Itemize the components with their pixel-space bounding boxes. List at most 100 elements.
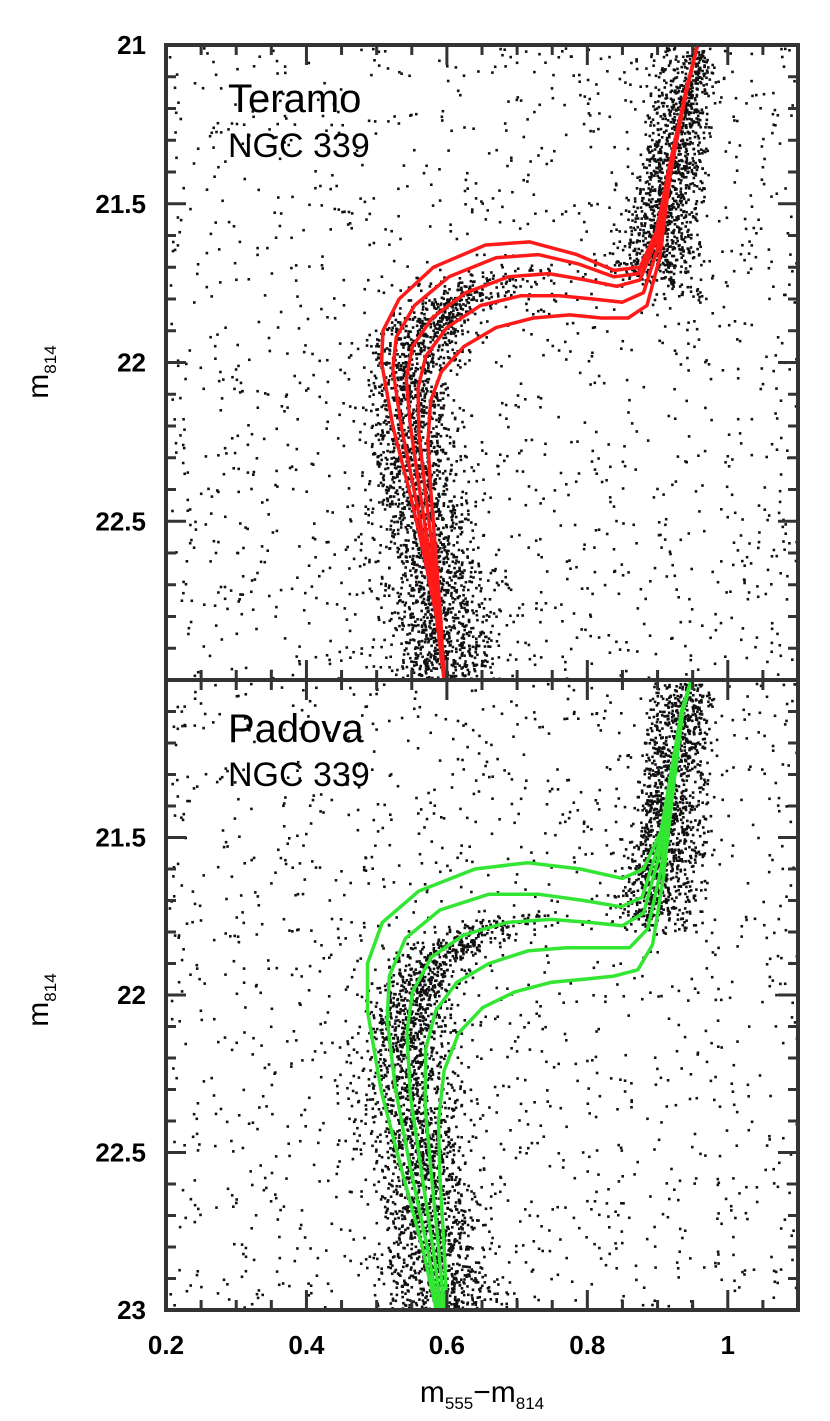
data-point (391, 438, 394, 441)
data-point (381, 438, 384, 441)
data-point (448, 341, 452, 345)
data-point (679, 620, 683, 624)
data-point (461, 290, 464, 294)
data-point (461, 643, 464, 647)
data-point (449, 525, 453, 529)
data-point (689, 290, 693, 293)
data-point (410, 358, 414, 361)
data-point (430, 183, 433, 186)
data-point (347, 378, 351, 381)
data-point (260, 545, 264, 548)
data-point (434, 627, 438, 631)
data-point (463, 585, 466, 589)
data-point (454, 674, 458, 678)
data-point (496, 292, 500, 295)
data-point (673, 47, 677, 50)
data-point (692, 190, 696, 193)
data-point (331, 511, 334, 514)
data-point (712, 91, 715, 95)
data-point (629, 238, 632, 242)
data-point (669, 190, 673, 194)
data-point (411, 612, 414, 615)
data-point (570, 440, 573, 444)
data-point (416, 276, 420, 280)
data-point (309, 100, 313, 103)
data-point (649, 92, 653, 95)
data-point (400, 412, 404, 416)
data-point (386, 415, 390, 419)
data-point (302, 228, 305, 232)
data-point (435, 362, 438, 366)
data-point (470, 580, 474, 584)
data-point (551, 96, 555, 100)
data-point (695, 72, 698, 75)
data-point (464, 660, 467, 663)
data-point (630, 262, 633, 265)
data-point (379, 453, 383, 457)
data-point (475, 586, 478, 590)
data-point (217, 454, 220, 457)
data-point (645, 85, 649, 88)
data-point (416, 555, 420, 559)
data-point (499, 47, 502, 51)
data-point (505, 129, 508, 132)
data-point (416, 646, 420, 650)
data-point (757, 504, 761, 507)
data-point (314, 655, 318, 659)
data-point (762, 92, 766, 96)
data-point (283, 410, 286, 413)
data-point (593, 468, 597, 471)
data-point (390, 387, 393, 390)
data-point (433, 403, 437, 407)
data-point (277, 196, 280, 199)
data-point (780, 341, 784, 345)
data-point (660, 91, 664, 95)
data-point (402, 416, 405, 419)
data-point (692, 176, 696, 180)
data-point (417, 502, 421, 505)
data-point (647, 192, 650, 195)
data-point (343, 210, 346, 214)
data-point (652, 226, 656, 230)
data-point (432, 462, 436, 465)
data-point (203, 47, 206, 50)
data-point (411, 587, 415, 590)
data-point (450, 650, 454, 653)
data-point (617, 592, 621, 596)
data-point (424, 379, 428, 383)
data-point (391, 326, 394, 330)
data-point (422, 631, 426, 634)
data-point (355, 149, 359, 152)
data-point (383, 400, 387, 403)
data-point (437, 556, 440, 560)
data-point (388, 362, 391, 365)
data-point (409, 400, 412, 404)
data-point (647, 148, 650, 152)
data-point (695, 95, 699, 98)
data-point (392, 515, 395, 519)
data-point (440, 348, 444, 352)
data-point (666, 232, 669, 235)
data-point (464, 665, 468, 668)
data-point (455, 314, 459, 317)
data-point (403, 610, 407, 614)
data-point (685, 673, 688, 676)
data-point (388, 349, 392, 352)
data-point (672, 228, 676, 232)
data-point (708, 78, 712, 81)
data-point (506, 454, 509, 458)
data-point (447, 317, 450, 321)
data-point (670, 105, 674, 109)
data-point (486, 640, 489, 644)
data-point (423, 346, 427, 349)
data-point (497, 644, 501, 647)
data-point (467, 670, 471, 674)
data-point (406, 633, 409, 636)
data-point (267, 513, 270, 516)
data-point (469, 575, 473, 579)
data-point (376, 408, 380, 411)
data-point (644, 237, 647, 240)
data-point (666, 119, 670, 122)
data-point (447, 457, 450, 461)
data-point (643, 214, 646, 218)
